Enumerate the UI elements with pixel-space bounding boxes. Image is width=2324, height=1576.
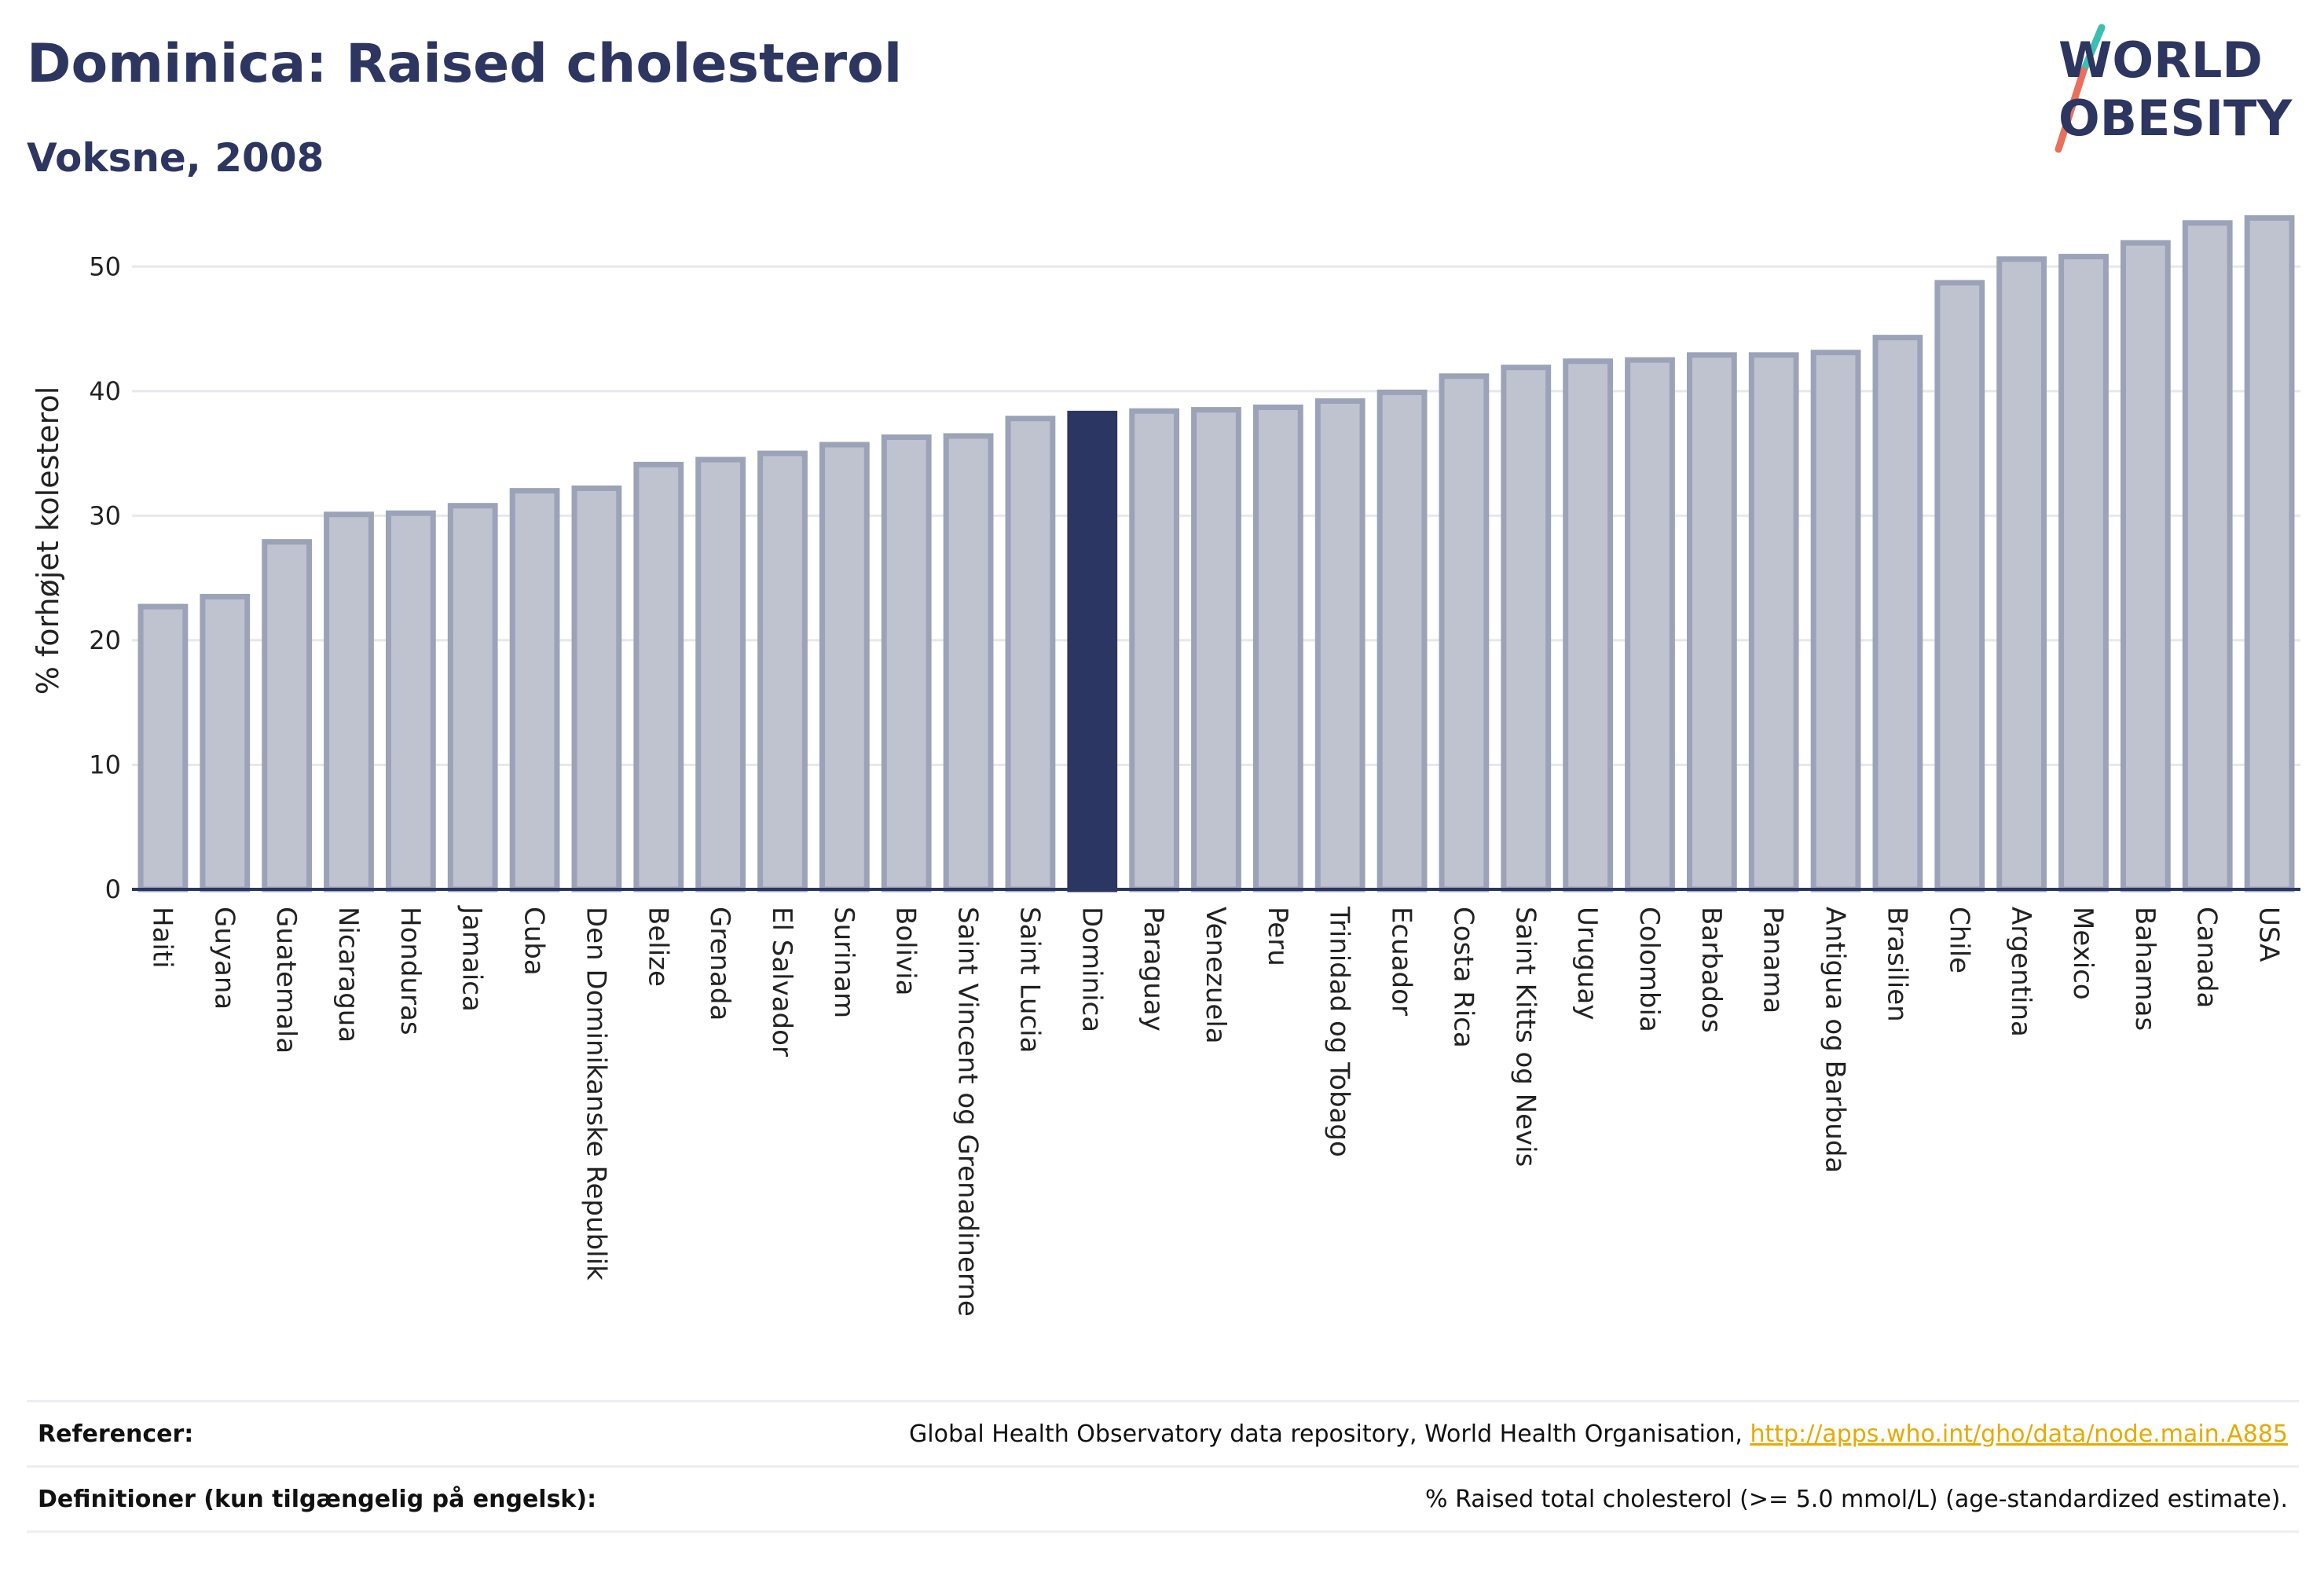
bar-jamaica <box>447 503 498 892</box>
bar-venezuela <box>1191 407 1241 892</box>
x-tick-label: Grenada <box>704 907 735 1021</box>
x-tick-label: Guyana <box>208 907 240 1010</box>
bar-den-dominikanske-republik <box>571 485 622 892</box>
y-axis-label: % forhøjet kolesterol <box>31 387 65 695</box>
bar-ecuador <box>1376 389 1428 892</box>
definitions-row: Definitioner (kun tilgængelig på engelsk… <box>27 1465 2299 1533</box>
category-labels: Haiti Guyana Guatemala Nicaragua Honduras Jam… <box>146 905 2284 1317</box>
x-tick-label: Guatemala <box>270 907 302 1054</box>
x-tick-label: Den Dominikanske Republik <box>580 907 611 1281</box>
y-tick-label: 20 <box>89 625 121 655</box>
x-tick-label: Ecuador <box>1386 907 1417 1016</box>
x-tick-label: Costa Rica <box>1447 907 1479 1048</box>
y-tick-label: 10 <box>89 750 121 779</box>
chart-title: Dominica: Raised cholesterol <box>27 33 903 95</box>
x-tick-label: Panama <box>1758 907 1789 1013</box>
bar-panama <box>1748 352 1799 892</box>
bar-mexico <box>2058 254 2109 892</box>
bar-surinam <box>819 442 870 892</box>
bar-bolivia <box>881 434 932 892</box>
x-tick-label: Argentina <box>2005 907 2036 1037</box>
y-tick-label: 40 <box>89 376 121 406</box>
bar-paraguay <box>1129 408 1180 892</box>
bar-antigua-og-barbuda <box>1810 350 1861 892</box>
x-tick-label: Bolivia <box>890 907 922 995</box>
x-tick-label: Trinidad og Tobago <box>1324 906 1355 1157</box>
bar-nicaragua <box>324 511 374 892</box>
x-tick-label: Bahamas <box>2129 907 2161 1031</box>
definitions-text: % Raised total cholesterol (>= 5.0 mmol/… <box>1425 1485 2288 1513</box>
bar-bahamas <box>2120 240 2171 892</box>
x-tick-label: Colombia <box>1633 907 1665 1032</box>
bar-barbados <box>1686 352 1737 892</box>
bar-canada <box>2182 220 2233 892</box>
bar-haiti <box>137 603 189 892</box>
bar-grenada <box>695 456 746 892</box>
bar-guatemala <box>262 539 313 892</box>
x-tick-label: Uruguay <box>1571 907 1603 1021</box>
x-tick-label: Nicaragua <box>332 907 364 1043</box>
x-tick-label: El Salvador <box>766 907 797 1057</box>
bar-chart: 0 10 20 30 40 50 Haiti Guyana Guatemala Nicaragu… <box>31 214 2300 1317</box>
definitions-label: Definitioner (kun tilgængelig på engelsk… <box>38 1485 597 1513</box>
world-obesity-logo: WORLD OBESITY <box>2055 24 2293 153</box>
x-tick-label: Chile <box>1943 907 1974 973</box>
references-value: Global Health Observatory data repositor… <box>909 1420 2299 1448</box>
x-tick-label: Mexico <box>2067 907 2099 1000</box>
bar-saint-kitts-og-nevis <box>1501 365 1552 892</box>
x-tick-label: Brasilien <box>1881 907 1912 1022</box>
bar-brasilien <box>1872 335 1923 892</box>
x-tick-label: Dominica <box>1076 907 1107 1032</box>
x-tick-label: Antigua og Barbuda <box>1820 907 1851 1173</box>
y-tick-label: 30 <box>89 500 121 530</box>
bar-guyana <box>200 593 251 892</box>
bar-usa <box>2244 214 2295 892</box>
footer: Referencer: Global Health Observatory da… <box>27 1400 2299 1533</box>
bar-argentina <box>1996 256 2047 892</box>
x-tick-label: Saint Lucia <box>1014 907 1045 1053</box>
x-tick-label: Jamaica <box>456 905 488 1012</box>
bar-saint-vincent-og-grenadinerne <box>943 433 994 892</box>
references-text: Global Health Observatory data repositor… <box>909 1420 1750 1448</box>
bar-uruguay <box>1563 358 1614 892</box>
x-tick-label: Paraguay <box>1138 907 1169 1032</box>
references-label: Referencer: <box>38 1420 194 1448</box>
logo-line1: WORLD <box>2058 31 2263 89</box>
x-tick-label: Venezuela <box>1200 907 1231 1044</box>
chart-subtitle: Voksne, 2008 <box>27 135 324 181</box>
references-row: Referencer: Global Health Observatory da… <box>27 1400 2299 1465</box>
bar-honduras <box>385 510 436 892</box>
x-tick-label: Surinam <box>828 907 860 1018</box>
logo-slash-bottom <box>2055 67 2088 153</box>
bar-costa-rica <box>1439 373 1490 892</box>
x-tick-label: Saint Vincent og Grenadinerne <box>952 907 984 1317</box>
x-tick-label: Belize <box>642 907 673 987</box>
bar-el-salvador <box>757 450 808 892</box>
x-tick-label: Haiti <box>146 907 178 969</box>
logo-line2: OBESITY <box>2058 90 2293 147</box>
x-tick-label: Canada <box>2191 907 2223 1008</box>
bar-colombia <box>1625 357 1675 892</box>
x-tick-label: Peru <box>1262 907 1293 966</box>
bar-belize <box>633 461 684 892</box>
y-tick-label: 50 <box>89 251 121 281</box>
x-tick-label: Cuba <box>519 907 550 976</box>
references-link[interactable]: http://apps.who.int/gho/data/node.main.A… <box>1750 1420 2288 1448</box>
logo-slash-top <box>2080 24 2106 75</box>
bars <box>137 214 2295 892</box>
x-tick-label: Saint Kitts og Nevis <box>1509 907 1541 1167</box>
bar-peru <box>1252 404 1303 892</box>
bar-cuba <box>509 488 560 892</box>
y-tick-label: 0 <box>105 874 121 904</box>
x-tick-label: USA <box>2253 907 2285 962</box>
bar-saint-lucia <box>1005 416 1056 892</box>
bar-chile <box>1934 280 1985 892</box>
bar-dominica <box>1067 410 1118 892</box>
x-tick-label: Barbados <box>1695 907 1727 1033</box>
bar-trinidad-og-tobago <box>1314 398 1365 892</box>
x-tick-label: Honduras <box>394 907 426 1035</box>
axes: 0 10 20 30 40 50 <box>89 251 2300 904</box>
